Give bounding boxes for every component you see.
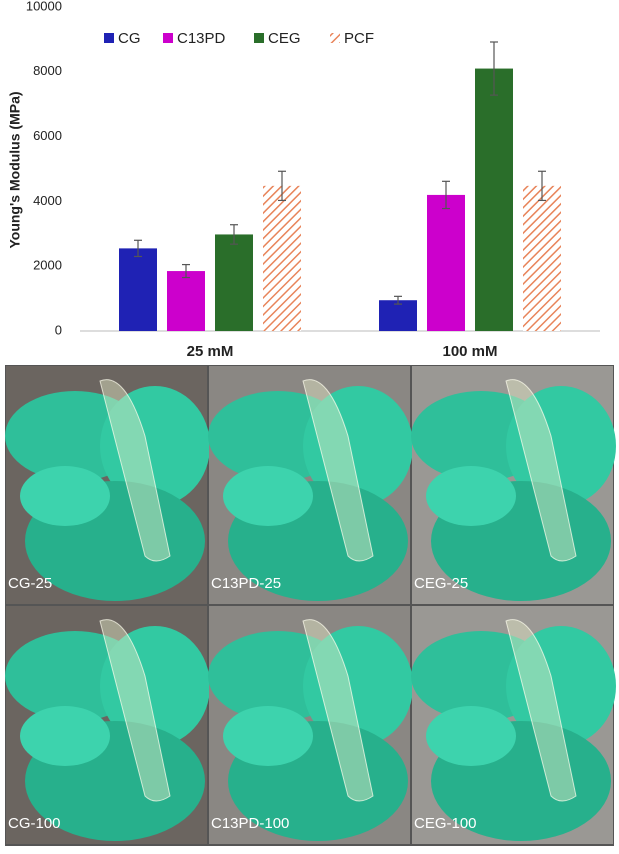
photo-label: CG-100 xyxy=(8,815,61,832)
photo: CG-100 xyxy=(5,606,210,844)
bar xyxy=(379,300,417,331)
bar xyxy=(523,185,561,331)
glove xyxy=(506,386,616,506)
error-bar xyxy=(394,295,402,305)
film xyxy=(302,379,374,562)
film xyxy=(505,379,577,562)
bar xyxy=(263,185,301,331)
y-tick-label: 4000 xyxy=(33,193,62,208)
bar xyxy=(167,271,205,331)
legend-label: CG xyxy=(118,30,141,47)
glove xyxy=(303,386,413,506)
film xyxy=(505,619,577,802)
glove xyxy=(223,466,313,526)
y-tick-label: 8000 xyxy=(33,63,62,78)
photo-label: C13PD-100 xyxy=(211,815,289,832)
photo-label: CG-25 xyxy=(8,575,52,592)
y-axis-label: Young's Modulus (MPa) xyxy=(7,91,23,248)
photo: CEG-25 xyxy=(411,366,616,604)
error-bar xyxy=(490,41,498,96)
glove xyxy=(303,626,413,746)
photo-label: CEG-100 xyxy=(414,815,477,832)
photo-label: C13PD-25 xyxy=(211,575,281,592)
glove xyxy=(223,706,313,766)
bar xyxy=(475,68,513,331)
x-tick-label: 25 mM xyxy=(187,343,234,360)
photo: C13PD-100 xyxy=(208,606,413,844)
bar xyxy=(427,194,465,331)
x-tick-label: 100 mM xyxy=(442,343,497,360)
error-bar xyxy=(538,170,546,202)
error-bar xyxy=(278,170,286,202)
glove xyxy=(426,466,516,526)
y-tick-label: 6000 xyxy=(33,128,62,143)
y-tick-label: 0 xyxy=(55,322,62,337)
glove xyxy=(100,386,210,506)
error-bar xyxy=(182,263,190,279)
error-bar xyxy=(442,180,450,210)
glove xyxy=(20,466,110,526)
glove xyxy=(20,706,110,766)
photo: C13PD-25 xyxy=(208,366,413,604)
bar xyxy=(119,248,157,331)
legend-label: C13PD xyxy=(177,30,226,47)
glove xyxy=(426,706,516,766)
glove xyxy=(100,626,210,746)
film xyxy=(99,379,171,562)
legend-swatch xyxy=(254,33,264,43)
legend-label: PCF xyxy=(344,30,374,47)
legend-swatch xyxy=(163,33,173,43)
y-tick-label: 2000 xyxy=(33,258,62,273)
error-bar xyxy=(134,239,142,258)
photo: CEG-100 xyxy=(411,606,616,844)
photo-label: CEG-25 xyxy=(414,575,468,592)
legend-label: CEG xyxy=(268,30,301,47)
y-tick-label: 10000 xyxy=(26,0,62,13)
film xyxy=(302,619,374,802)
error-bar xyxy=(230,224,238,245)
legend-swatch xyxy=(330,33,340,43)
legend-swatch xyxy=(104,33,114,43)
film xyxy=(99,619,171,802)
glove xyxy=(506,626,616,746)
photo: CG-25 xyxy=(5,366,210,604)
bar xyxy=(215,234,253,331)
